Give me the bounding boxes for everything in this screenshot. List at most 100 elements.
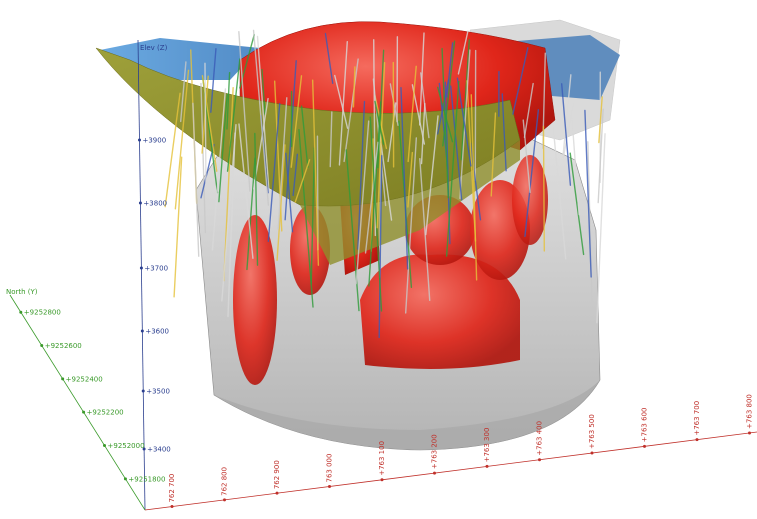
drillhole-trace [221, 124, 237, 302]
drillhole-trace [311, 79, 320, 266]
drillhole-trace [226, 58, 241, 172]
z-axis-tick-label: +3500 [146, 388, 170, 396]
drillhole-trace [294, 159, 311, 203]
north-axis-tick-label: +9252800 [24, 309, 61, 317]
drillhole-trace [267, 102, 281, 242]
drillhole-trace [460, 39, 470, 161]
z-axis-tick-mark [141, 389, 145, 393]
drillhole-trace [300, 105, 309, 168]
z-axis-title: Elev (Z) [140, 44, 168, 52]
z-axis-tick-label: +3400 [147, 446, 171, 454]
drillhole-trace [404, 137, 418, 314]
drillhole-trace [290, 75, 303, 168]
drillhole-trace [584, 109, 592, 278]
drillhole-trace [292, 153, 299, 197]
z-axis-tick-label: +3800 [143, 200, 167, 208]
drillhole-trace [562, 74, 572, 156]
north-axis-tick-mark [103, 444, 106, 447]
north-axis-tick-mark [61, 377, 65, 381]
drillhole-trace [449, 85, 463, 201]
east-axis-tick-label: +763 200 [431, 434, 439, 469]
drillhole-trace [378, 155, 383, 339]
north-axis-tick-label: +9252600 [45, 342, 82, 350]
drillhole-trace [569, 152, 585, 256]
north-axis-tick-label: +9252200 [87, 409, 124, 417]
drillhole-trace [400, 87, 409, 270]
drillhole-trace [238, 123, 254, 259]
drillhole-trace [523, 82, 534, 139]
east-axis-tick-label: +763 400 [536, 421, 544, 456]
drillhole-trace [310, 147, 316, 285]
north-axis-tick-label: +9252400 [66, 375, 103, 383]
east-axis-tick-mark [223, 498, 226, 502]
drillhole-trace [192, 102, 200, 257]
east-axis-tick-label: 762 700 [168, 474, 176, 503]
east-axis-tick-label: 763 000 [326, 454, 334, 483]
drillhole-trace [445, 80, 460, 257]
z-axis-tick-mark [140, 329, 144, 333]
drillhole-trace [254, 132, 259, 266]
drillhole-trace [277, 97, 288, 230]
east-axis-tick-label: +763 300 [483, 428, 491, 463]
drillhole-trace [174, 69, 190, 210]
east-axis-tick-label: +763 800 [746, 394, 754, 429]
drillhole-trace [369, 116, 383, 312]
drillhole-trace [598, 96, 603, 144]
east-axis-tick-label: +763 600 [641, 408, 649, 443]
z-axis-tick-mark [138, 201, 142, 205]
east-axis-tick-mark [590, 451, 594, 455]
drillhole-trace [441, 47, 449, 199]
drillhole-trace [261, 68, 266, 115]
east-axis-tick-mark [275, 491, 279, 495]
east-axis-tick-mark [748, 431, 751, 435]
drillhole-trace [252, 29, 270, 206]
drillholes [164, 29, 606, 339]
east-axis-tick-mark [485, 464, 489, 468]
z-axis-tick-label: +3600 [145, 328, 169, 336]
drillhole-trace [227, 132, 236, 318]
east-axis-tick-label: 762 900 [273, 460, 281, 489]
drillhole-trace [377, 49, 385, 169]
drillhole-trace [343, 58, 359, 163]
drillhole-trace [389, 83, 399, 126]
drillhole-trace [560, 83, 572, 186]
drillhole-trace [238, 30, 251, 192]
drillhole-trace [466, 80, 477, 242]
drillhole-trace [522, 119, 531, 194]
north-axis-title: North (Y) [6, 288, 38, 296]
drillhole-trace [329, 111, 333, 168]
drillhole-trace [490, 112, 497, 197]
north-axis-tick-mark [19, 310, 23, 314]
north-axis-tick-label: +9252000 [108, 442, 145, 450]
east-axis-tick-label: +763 700 [693, 401, 701, 436]
east-axis-tick-mark [695, 438, 699, 442]
drillhole-trace [285, 152, 294, 233]
drillhole-trace [200, 82, 207, 234]
drillhole-trace [596, 133, 606, 324]
drillhole-trace [374, 100, 385, 145]
drillhole-trace [407, 151, 414, 208]
north-axis-tick-mark [40, 344, 44, 348]
drillhole-trace [355, 120, 370, 285]
drillhole-trace [179, 61, 187, 123]
drillhole-trace [457, 30, 469, 75]
drillhole-trace [376, 61, 386, 229]
east-axis-tick-label: 762 800 [221, 467, 229, 496]
drillhole-trace [338, 41, 348, 166]
drillhole-trace [324, 32, 334, 84]
drillhole-trace [226, 71, 231, 130]
drillhole-trace [204, 62, 207, 184]
north-axis: North (Y) +9252800 +9252600 +9252400 +92522… [6, 288, 165, 511]
drillhole-trace [501, 93, 507, 172]
east-axis-tick-label: +763 500 [588, 414, 596, 449]
drillhole-trace [407, 65, 417, 163]
z-axis-tick-label: +3700 [144, 265, 168, 273]
drillhole-trace [562, 103, 575, 159]
east-axis: 762 700 762 800 762 900 763 000 +763 100 +763… [144, 394, 757, 511]
z-axis: Elev (Z) +3900 +3800 +3700 +3600 +3500 +3400 [137, 39, 171, 511]
z-axis-tick-label: +3900 [142, 137, 166, 145]
z-axis-tick-mark [137, 138, 141, 142]
east-axis-tick-mark [643, 444, 646, 448]
drillhole-trace [284, 60, 297, 221]
